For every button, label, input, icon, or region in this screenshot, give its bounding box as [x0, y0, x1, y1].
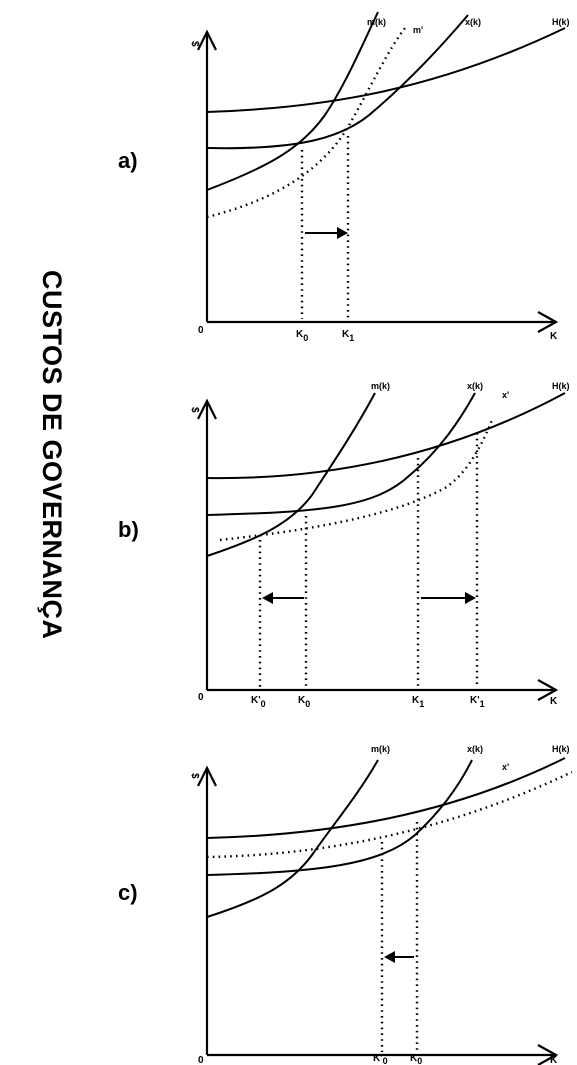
panel-c: $ K 0 m(k) x(k) x' H(k) K'0 K0	[189, 744, 573, 1065]
panel-c-label-h: H(k)	[552, 744, 570, 754]
panel-a-label-h: H(k)	[552, 17, 570, 27]
panel-b-h-curve	[206, 392, 566, 480]
panel-a-m-curve	[206, 11, 379, 191]
panel-b-label-m: m(k)	[371, 381, 390, 391]
panel-c-tick-k0prime: K'0	[373, 1053, 388, 1065]
panel-b-right-arrowhead	[465, 592, 476, 604]
panel-c-x-curve	[206, 759, 473, 876]
panel-b-x-shift-curve	[219, 419, 494, 542]
panel-b-x-label: K	[550, 696, 558, 707]
panel-c-label: c)	[118, 880, 138, 905]
panel-c-left-arrowhead	[384, 951, 395, 963]
panel-b-tick-k0prime: K'0	[251, 695, 266, 709]
panel-c-label-m: m(k)	[371, 744, 390, 754]
panel-a-x-arrowhead	[537, 311, 559, 333]
panel-b-label-x-shift: x'	[502, 390, 509, 400]
panel-a-tick-k0: K0	[296, 329, 308, 343]
panel-b-y-label: $	[189, 407, 200, 413]
panel-b-tick-k1: K1	[412, 695, 424, 709]
panel-c-x-label: K	[550, 1055, 558, 1065]
panel-c-label-x: x(k)	[467, 744, 483, 754]
panel-b-label: b)	[118, 517, 139, 542]
panel-b-left-arrowhead	[262, 592, 273, 604]
panel-a-origin: 0	[198, 325, 204, 336]
panel-c-tick-k0: K0	[410, 1053, 422, 1065]
panel-c-m-curve	[206, 759, 379, 918]
panel-b-x-arrowhead	[537, 679, 559, 701]
panel-b-tick-k1prime: K'1	[470, 695, 485, 709]
panel-b-x-curve	[206, 392, 476, 516]
panel-c-label-x-shift: x'	[502, 762, 509, 772]
panel-a-x-label: K	[550, 331, 558, 342]
panel-c-y-label: $	[189, 773, 200, 779]
panel-c-h-curve	[206, 757, 566, 839]
panel-b-y-arrowhead	[197, 398, 217, 420]
panel-a-label-x: x(k)	[465, 17, 481, 27]
panel-a-y-label: $	[189, 41, 200, 47]
panel-b-label-x: x(k)	[467, 381, 483, 391]
panel-a-label: a)	[118, 148, 138, 173]
panel-b-origin: 0	[198, 692, 204, 703]
panel-a-shift-arrowhead	[337, 227, 348, 239]
panel-a-y-arrowhead	[197, 29, 217, 51]
panel-a-h-curve	[206, 27, 566, 113]
panel-b-tick-k0: K0	[298, 695, 310, 709]
panel-c-y-arrowhead	[197, 765, 217, 787]
panel-a-m-shift-curve	[206, 27, 406, 219]
side-title: CUSTOS DE GOVERNANÇA	[37, 270, 67, 640]
panel-b: $ K 0 m(k) x(k) x' H(k) K'0 K0 K1 K'1	[189, 381, 570, 709]
panel-c-origin: 0	[198, 1055, 204, 1065]
panel-a-label-m-shift: m'	[413, 25, 423, 35]
panel-a-tick-k1: K1	[342, 329, 354, 343]
panel-a-x-curve	[206, 14, 469, 150]
panel-b-label-h: H(k)	[552, 381, 570, 391]
panel-a-label-m: m(k)	[367, 17, 386, 27]
panel-c-x-shift-curve	[206, 770, 573, 859]
panel-a: $ K 0 m(k) m' x(k) H(k) K0 K1	[189, 11, 570, 343]
panel-b-m-curve	[206, 392, 376, 557]
panel-c-x-arrowhead	[537, 1044, 559, 1065]
